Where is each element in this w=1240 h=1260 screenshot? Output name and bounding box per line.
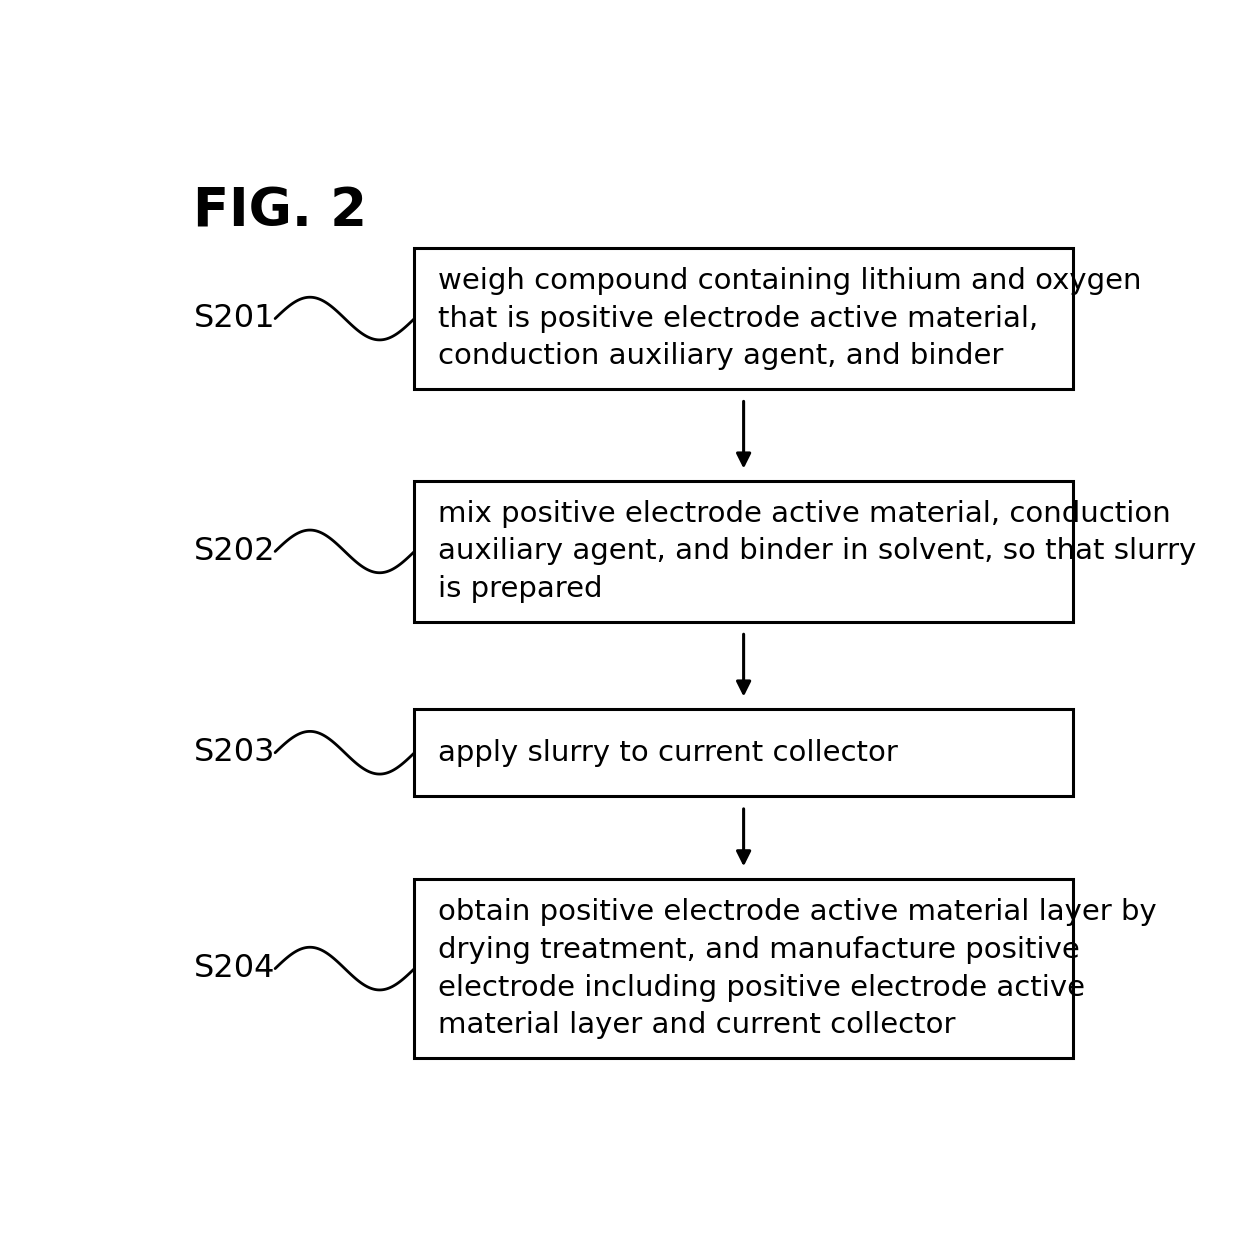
Text: FIG. 2: FIG. 2	[193, 185, 367, 237]
Bar	[414, 481, 1073, 621]
Text: apply slurry to current collector: apply slurry to current collector	[439, 738, 898, 767]
Bar	[414, 709, 1073, 796]
Text: obtain positive electrode active material layer by
drying treatment, and manufac: obtain positive electrode active materia…	[439, 897, 1157, 1040]
Text: weigh compound containing lithium and oxygen
that is positive electrode active m: weigh compound containing lithium and ox…	[439, 267, 1142, 370]
Text: S201: S201	[193, 304, 275, 334]
Bar	[414, 879, 1073, 1058]
Text: S204: S204	[193, 953, 275, 984]
Text: S202: S202	[193, 536, 275, 567]
Bar	[414, 248, 1073, 389]
Text: S203: S203	[193, 737, 275, 769]
Text: mix positive electrode active material, conduction
auxiliary agent, and binder i: mix positive electrode active material, …	[439, 499, 1197, 604]
